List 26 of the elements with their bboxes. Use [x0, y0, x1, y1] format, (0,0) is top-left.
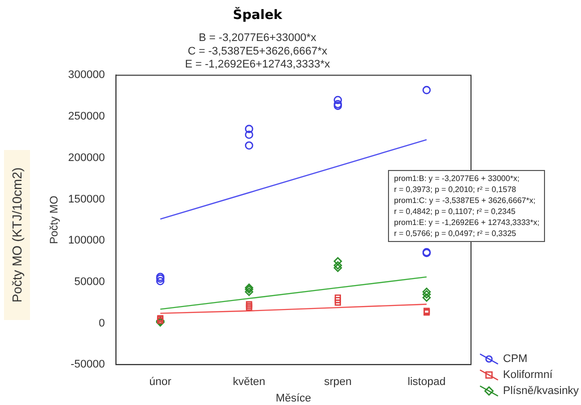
y-axis-title: Počty MO	[48, 195, 61, 244]
x-tick-label: listopad	[408, 376, 446, 388]
annotation: prom1:C: y = -3,5387E5 + 3626,6667*x;	[394, 195, 536, 206]
y-tick-label: 0	[98, 317, 105, 330]
y-tick-label: 50000	[74, 276, 105, 288]
chart-subtitle: B = -3,2077E6+33000*x C = -3,5387E5+3626,6667*x E = -1,2692E6+12743,3333*x	[185, 32, 330, 71]
y-tick-label: -50000	[70, 358, 105, 371]
legend-label: Koliformní	[503, 369, 553, 381]
annotation: r = 0,4842; p = 0,1107; r² = 0,2345	[394, 206, 516, 217]
legend-label: Plísně/kvasinky	[503, 385, 579, 397]
y-tick-label: 100000	[68, 234, 105, 247]
annotation: r = 0,5766; p = 0,0497; r² = 0,3325	[394, 228, 518, 239]
x-tick-label: květen	[232, 376, 266, 388]
x-tick-label: únor	[149, 376, 172, 388]
y-tick-label: 300000	[68, 69, 105, 82]
legend-label: CPM	[503, 353, 528, 365]
annotation: prom1:E: y = -1,2692E6 + 12743,3333*x;	[394, 217, 540, 228]
x-axis-title: Měsíce	[276, 392, 312, 404]
y-tick-label: 250000	[68, 110, 105, 123]
annotation: prom1:B: y = -3,2077E6 + 33000*x;	[394, 173, 520, 184]
annotation: r = 0,3973; p = 0,2010; r² = 0,1578	[394, 184, 518, 195]
text: Počty MO (KTJ/10cm2)	[10, 167, 24, 303]
x-tick-label: srpen	[324, 376, 352, 388]
chart-title: Špalek	[232, 6, 283, 24]
y-tick-label: 150000	[68, 193, 105, 206]
y-tick-label: 200000	[68, 152, 105, 164]
